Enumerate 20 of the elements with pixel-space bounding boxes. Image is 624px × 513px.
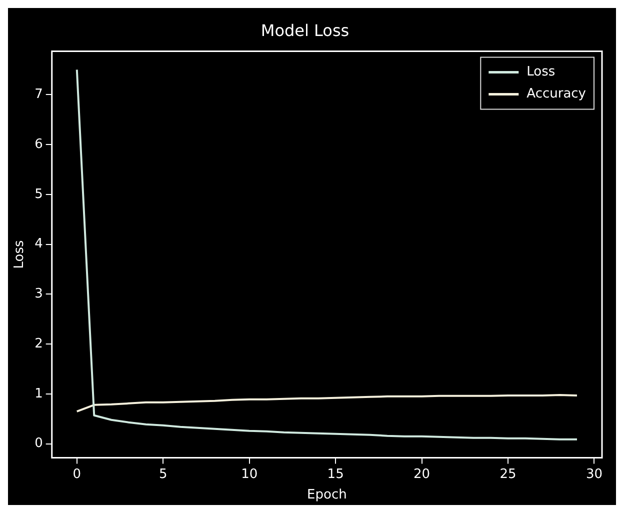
x-tick-label: 10 — [241, 466, 258, 482]
x-tick-label: 0 — [72, 466, 82, 482]
y-tick-label: 4 — [34, 236, 43, 252]
y-tick-label: 0 — [34, 436, 43, 452]
x-tick-label: 15 — [327, 466, 344, 482]
x-tick-label: 5 — [158, 466, 168, 482]
y-axis-title: Loss — [12, 240, 28, 269]
legend-label: Accuracy — [526, 86, 586, 102]
chart-title: Model Loss — [260, 20, 350, 40]
y-tick-label: 5 — [34, 186, 43, 202]
x-tick-label: 20 — [414, 466, 430, 482]
x-axis-title: Epoch — [307, 488, 347, 503]
y-tick-label: 6 — [34, 136, 43, 152]
legend-label: Loss — [526, 64, 556, 80]
x-tick-label: 25 — [500, 466, 516, 482]
y-tick-label: 7 — [34, 86, 43, 102]
x-tick-label: 30 — [586, 466, 603, 482]
y-tick-label: 3 — [34, 286, 43, 302]
y-tick-label: 2 — [34, 336, 43, 352]
y-tick-label: 1 — [34, 386, 43, 402]
